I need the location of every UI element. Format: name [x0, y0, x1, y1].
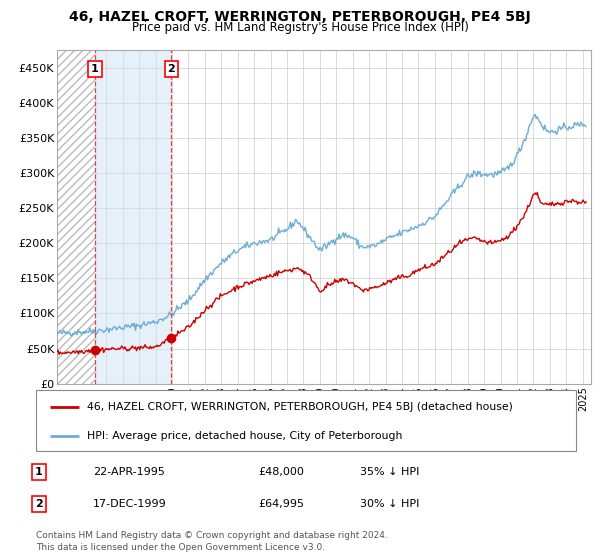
- Text: 17-DEC-1999: 17-DEC-1999: [93, 499, 167, 509]
- Text: £64,995: £64,995: [258, 499, 304, 509]
- Text: 46, HAZEL CROFT, WERRINGTON, PETERBOROUGH, PE4 5BJ (detached house): 46, HAZEL CROFT, WERRINGTON, PETERBOROUG…: [88, 402, 513, 412]
- Text: £48,000: £48,000: [258, 467, 304, 477]
- Text: 2: 2: [35, 499, 43, 509]
- Text: This data is licensed under the Open Government Licence v3.0.: This data is licensed under the Open Gov…: [36, 543, 325, 552]
- Text: 30% ↓ HPI: 30% ↓ HPI: [360, 499, 419, 509]
- Text: 46, HAZEL CROFT, WERRINGTON, PETERBOROUGH, PE4 5BJ: 46, HAZEL CROFT, WERRINGTON, PETERBOROUG…: [69, 10, 531, 24]
- Text: HPI: Average price, detached house, City of Peterborough: HPI: Average price, detached house, City…: [88, 431, 403, 441]
- Text: 35% ↓ HPI: 35% ↓ HPI: [360, 467, 419, 477]
- Text: Price paid vs. HM Land Registry's House Price Index (HPI): Price paid vs. HM Land Registry's House …: [131, 21, 469, 34]
- Text: Contains HM Land Registry data © Crown copyright and database right 2024.: Contains HM Land Registry data © Crown c…: [36, 531, 388, 540]
- Bar: [57, 50, 95, 384]
- Bar: [95, 50, 172, 384]
- Text: 22-APR-1995: 22-APR-1995: [93, 467, 165, 477]
- Text: 1: 1: [35, 467, 43, 477]
- FancyBboxPatch shape: [36, 390, 576, 451]
- Text: 1: 1: [91, 64, 99, 74]
- Text: 2: 2: [167, 64, 175, 74]
